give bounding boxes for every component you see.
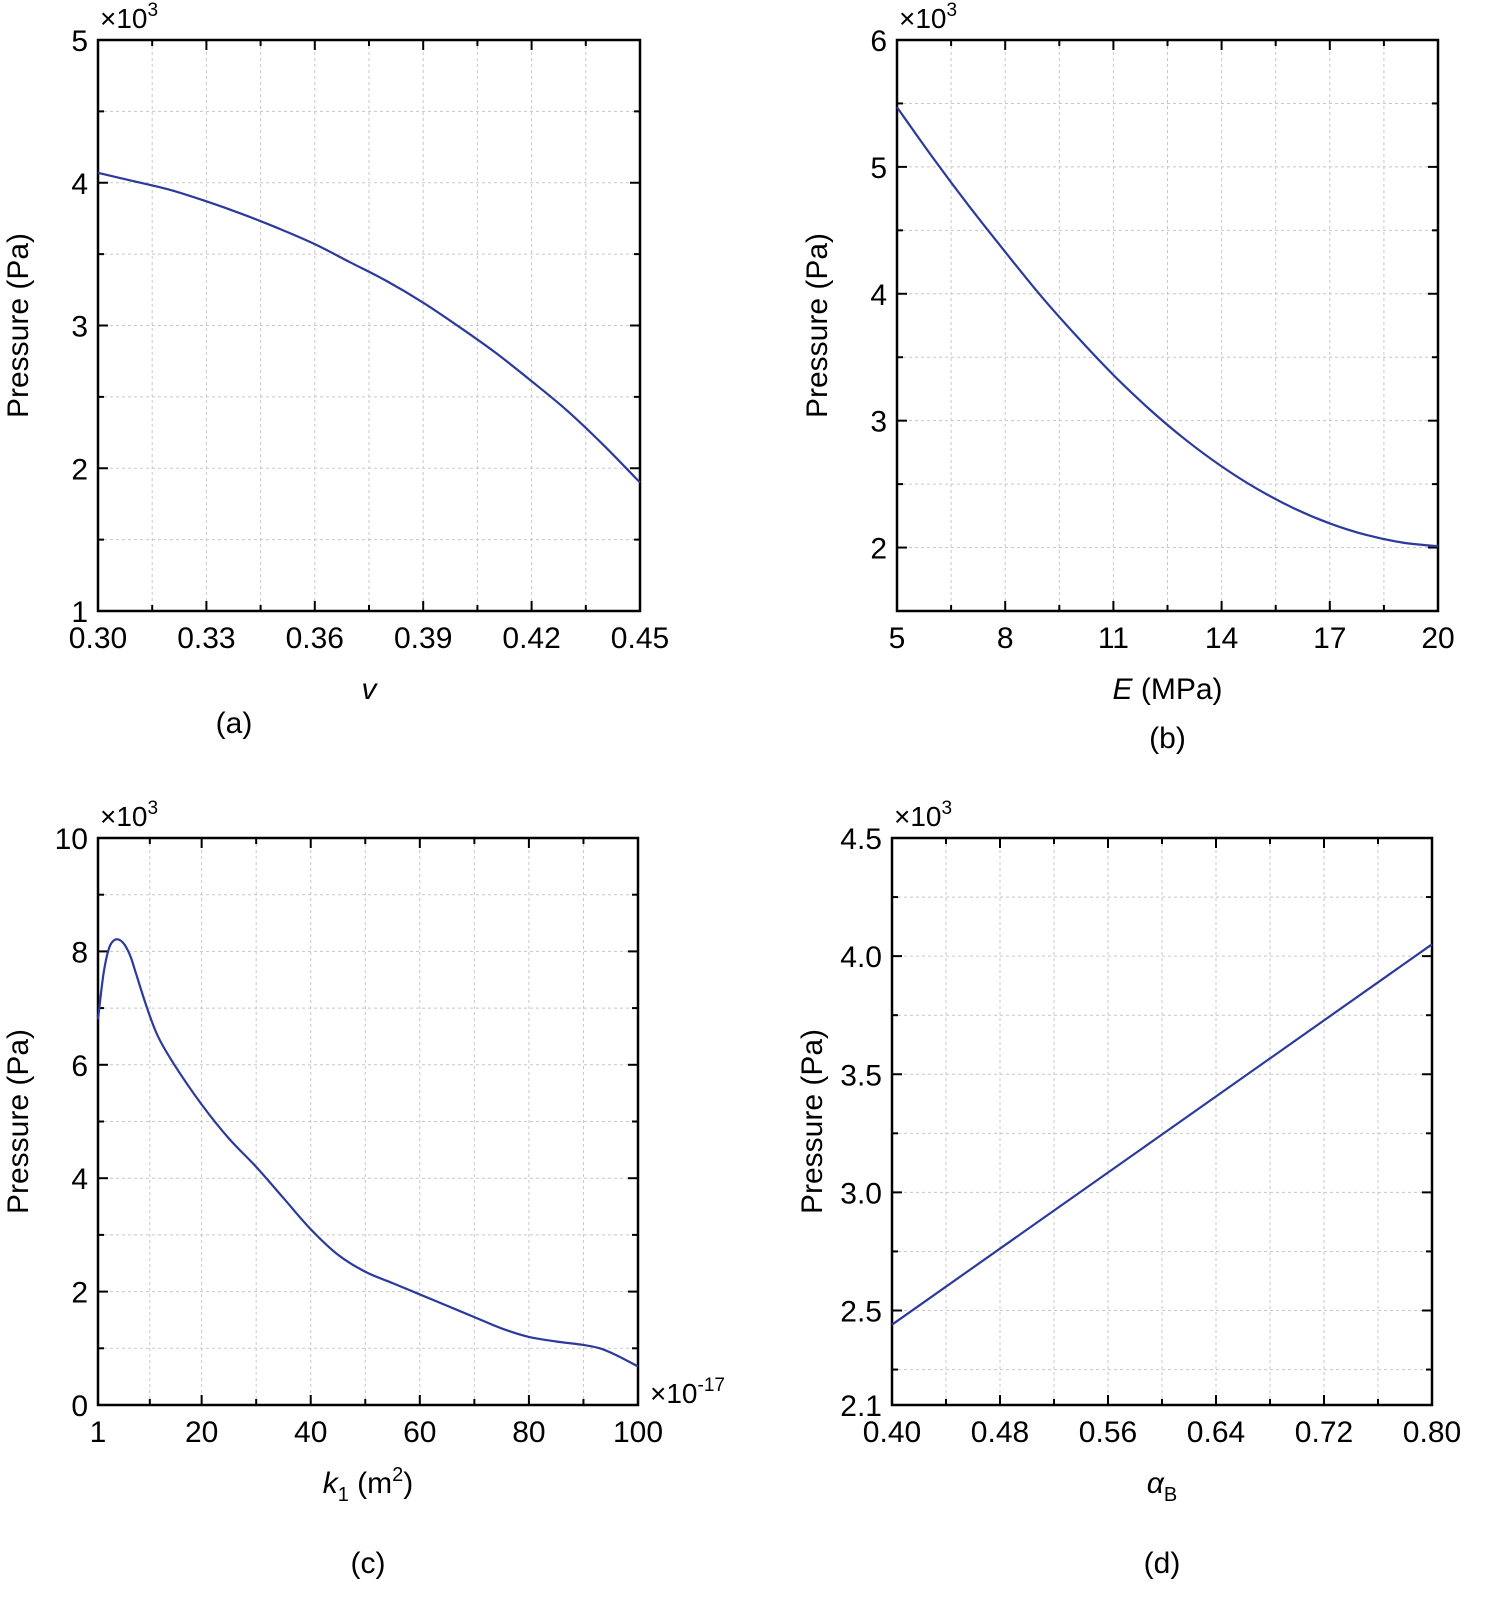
y-tick-label: 0	[71, 1390, 88, 1423]
x-axis-unit: (m	[349, 1467, 392, 1500]
y-tick-label: 2.5	[840, 1296, 882, 1329]
y-multiplier-base: ×10	[100, 3, 148, 34]
y-tick-label: 1	[71, 596, 88, 629]
x-tick-label: 0.56	[1079, 1416, 1137, 1449]
x-axis-subscript: B	[1164, 1484, 1177, 1506]
y-multiplier: ×103	[100, 0, 158, 34]
x-tick-label: 100	[613, 1416, 663, 1449]
x-multiplier-base: ×10	[650, 1378, 698, 1409]
y-tick-label: 4	[71, 1163, 88, 1196]
x-axis-title: v	[362, 673, 379, 706]
panel-label: (d)	[1144, 1547, 1181, 1580]
x-tick-label: 40	[294, 1416, 327, 1449]
y-multiplier-exponent: 3	[148, 798, 159, 819]
x-axis-title: k1 (m2)	[323, 1464, 414, 1506]
panel-label: (b)	[1149, 722, 1186, 755]
x-tick-label: 0.45	[611, 622, 669, 655]
y-multiplier-exponent: 3	[942, 798, 953, 819]
panel-label: (c)	[351, 1547, 386, 1580]
x-axis-subscript: 1	[338, 1484, 349, 1506]
x-tick-label: 0.72	[1295, 1416, 1353, 1449]
x-tick-label: 5	[889, 622, 906, 655]
y-tick-label: 4.0	[840, 941, 882, 974]
series-line-0	[96, 938, 639, 1368]
x-axis-superscript: 2	[392, 1464, 403, 1486]
y-multiplier: ×103	[894, 798, 952, 832]
y-tick-label: 8	[71, 936, 88, 969]
x-tick-label: 20	[185, 1416, 218, 1449]
x-axis-symbol: α	[1147, 1467, 1165, 1500]
y-multiplier-base: ×10	[899, 3, 947, 34]
x-tick-label: 0.30	[69, 622, 127, 655]
series-line-0	[896, 106, 1439, 548]
x-tick-label: 11	[1098, 622, 1129, 655]
panel-label: (a)	[216, 707, 253, 740]
y-tick-label: 6	[870, 25, 887, 58]
y-axis-title: Pressure (Pa)	[801, 233, 834, 418]
x-tick-label: 80	[512, 1416, 545, 1449]
y-tick-label: 2	[71, 1277, 88, 1310]
x-axis-unit: (MPa)	[1133, 673, 1223, 706]
y-tick-label: 2	[71, 453, 88, 486]
y-tick-label: 5	[71, 25, 88, 58]
x-tick-label: 0.64	[1187, 1416, 1245, 1449]
y-multiplier-base: ×10	[894, 801, 942, 832]
x-axis-symbol: k	[323, 1467, 340, 1500]
y-tick-label: 10	[55, 823, 88, 856]
y-tick-label: 6	[71, 1050, 88, 1083]
y-multiplier: ×103	[899, 0, 957, 34]
x-tick-label: 0.40	[863, 1416, 921, 1449]
x-tick-label: 8	[997, 622, 1014, 655]
x-tick-label: 17	[1313, 622, 1346, 655]
x-axis-symbol: E	[1112, 673, 1133, 706]
x-tick-label: 0.42	[502, 622, 560, 655]
y-tick-label: 4.5	[840, 823, 882, 856]
x-tick-label: 20	[1421, 622, 1454, 655]
y-axis-title: Pressure (Pa)	[2, 233, 35, 418]
y-multiplier-exponent: 3	[148, 0, 159, 21]
series-line-0	[97, 171, 641, 484]
x-tick-label: 0.39	[394, 622, 452, 655]
y-tick-label: 3	[870, 406, 887, 439]
y-tick-label: 5	[870, 152, 887, 185]
x-tick-label: 1	[90, 1416, 107, 1449]
series-line-0	[891, 943, 1433, 1326]
x-axis-unit-end: )	[403, 1467, 413, 1500]
y-multiplier: ×103	[100, 798, 158, 832]
x-tick-label: 0.33	[177, 622, 235, 655]
x-axis-title: αB	[1147, 1467, 1177, 1506]
y-tick-label: 4	[71, 168, 88, 201]
y-axis-title: Pressure (Pa)	[796, 1029, 829, 1214]
x-tick-label: 0.36	[286, 622, 344, 655]
y-tick-label: 2	[870, 533, 887, 566]
x-axis-title: E (MPa)	[1112, 673, 1222, 706]
y-tick-label: 2.1	[840, 1390, 882, 1423]
x-multiplier-exponent: -17	[698, 1375, 725, 1396]
x-tick-label: 0.48	[971, 1416, 1029, 1449]
y-multiplier-base: ×10	[100, 801, 148, 832]
panel-a: 0.30 0.33 0.36 0.39 0.42 0.4512345×103Pressur…	[2, 0, 669, 740]
y-axis-title: Pressure (Pa)	[2, 1029, 35, 1214]
x-multiplier: ×10-17	[650, 1375, 725, 1409]
y-tick-label: 3.0	[840, 1177, 882, 1210]
panel-d: 0.40 0.48 0.56 0.64 0.72 0.80 2.1 2.5 3.0 3.5 4.0 4…	[796, 798, 1461, 1580]
x-tick-label: 0.80	[1403, 1416, 1461, 1449]
y-multiplier-exponent: 3	[947, 0, 958, 21]
y-tick-label: 3.5	[840, 1059, 882, 1092]
y-tick-label: 3	[71, 311, 88, 344]
x-tick-label: 14	[1205, 622, 1238, 655]
x-axis-symbol: v	[362, 673, 379, 706]
y-tick-label: 4	[870, 279, 887, 312]
x-tick-label: 60	[403, 1416, 436, 1449]
